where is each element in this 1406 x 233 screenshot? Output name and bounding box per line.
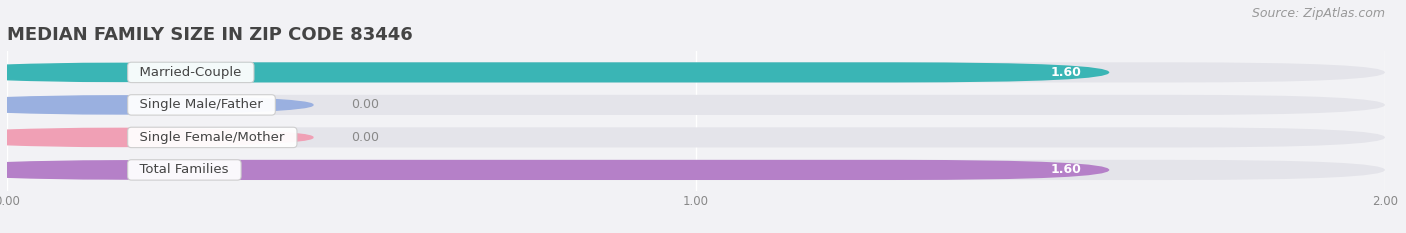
FancyBboxPatch shape [7,95,1385,115]
Text: 1.60: 1.60 [1050,163,1081,176]
Text: Single Male/Father: Single Male/Father [131,98,271,111]
FancyBboxPatch shape [7,160,1109,180]
FancyBboxPatch shape [7,62,1109,82]
Circle shape [0,96,314,114]
FancyBboxPatch shape [7,127,1385,147]
Circle shape [0,161,314,179]
Text: 0.00: 0.00 [352,131,380,144]
Circle shape [0,128,314,147]
Text: MEDIAN FAMILY SIZE IN ZIP CODE 83446: MEDIAN FAMILY SIZE IN ZIP CODE 83446 [7,26,413,44]
Circle shape [0,63,314,82]
Text: 0.00: 0.00 [352,98,380,111]
Text: Total Families: Total Families [131,163,238,176]
Text: Source: ZipAtlas.com: Source: ZipAtlas.com [1251,7,1385,20]
Text: 1.60: 1.60 [1050,66,1081,79]
Text: Married-Couple: Married-Couple [131,66,250,79]
FancyBboxPatch shape [7,62,1385,82]
Text: Single Female/Mother: Single Female/Mother [131,131,294,144]
FancyBboxPatch shape [7,160,1385,180]
